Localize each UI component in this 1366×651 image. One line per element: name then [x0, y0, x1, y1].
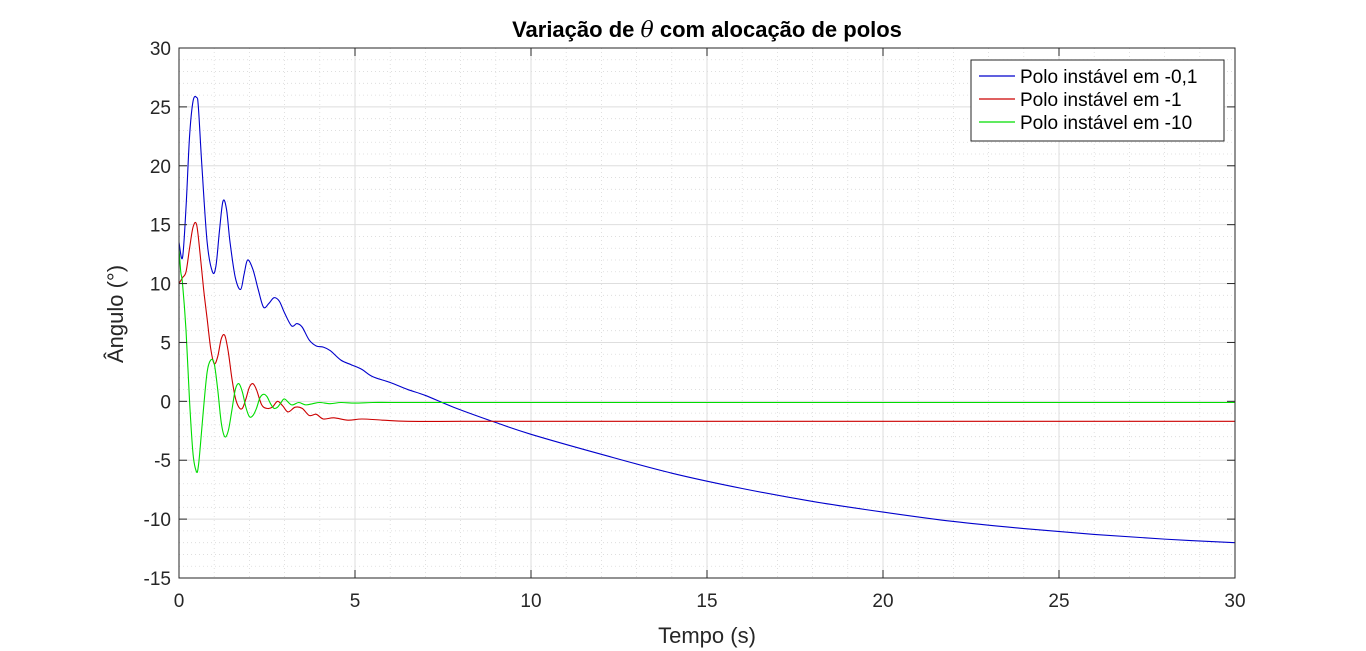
- x-tick-label: 10: [520, 591, 541, 612]
- x-tick-label: 0: [174, 591, 185, 612]
- x-tick-label: 20: [872, 591, 893, 612]
- x-tick-label: 25: [1048, 591, 1069, 612]
- legend-box: [970, 59, 1225, 142]
- y-tick-label: 20: [150, 157, 171, 178]
- legend-label: Polo instável em -1: [1020, 90, 1182, 111]
- x-axis-label: Tempo (s): [658, 623, 756, 648]
- y-tick-label: 30: [150, 39, 171, 60]
- chart-title: Variação de θ com alocação de polos: [512, 17, 902, 43]
- axis-ticks: [178, 47, 1236, 579]
- y-tick-label: -15: [144, 569, 171, 590]
- y-tick-label: -5: [154, 451, 171, 472]
- tick-labels: 0 5 10 15 20 25 30 -15 -10 -5 0 5 10 15 20 25 30: [144, 39, 1246, 612]
- x-tick-label: 15: [696, 591, 717, 612]
- y-tick-label: 0: [160, 392, 171, 413]
- theta-symbol: θ: [640, 18, 653, 43]
- series-line-1: [179, 95, 1235, 544]
- y-tick-label: -10: [144, 510, 171, 531]
- series-line-2: [179, 221, 1235, 422]
- y-tick-label: 10: [150, 275, 171, 296]
- y-tick-label: 25: [150, 98, 171, 119]
- y-axis-label: Ângulo (°): [103, 265, 128, 363]
- series-line-3: [179, 248, 1235, 474]
- legend-label: Polo instável em -0,1: [1020, 67, 1197, 88]
- series-layer: [179, 95, 1235, 544]
- y-tick-label: 5: [160, 333, 171, 354]
- y-tick-label: 15: [150, 216, 171, 237]
- x-tick-label: 5: [350, 591, 361, 612]
- x-tick-label: 30: [1224, 591, 1245, 612]
- legend-label: Polo instável em -10: [1020, 113, 1192, 134]
